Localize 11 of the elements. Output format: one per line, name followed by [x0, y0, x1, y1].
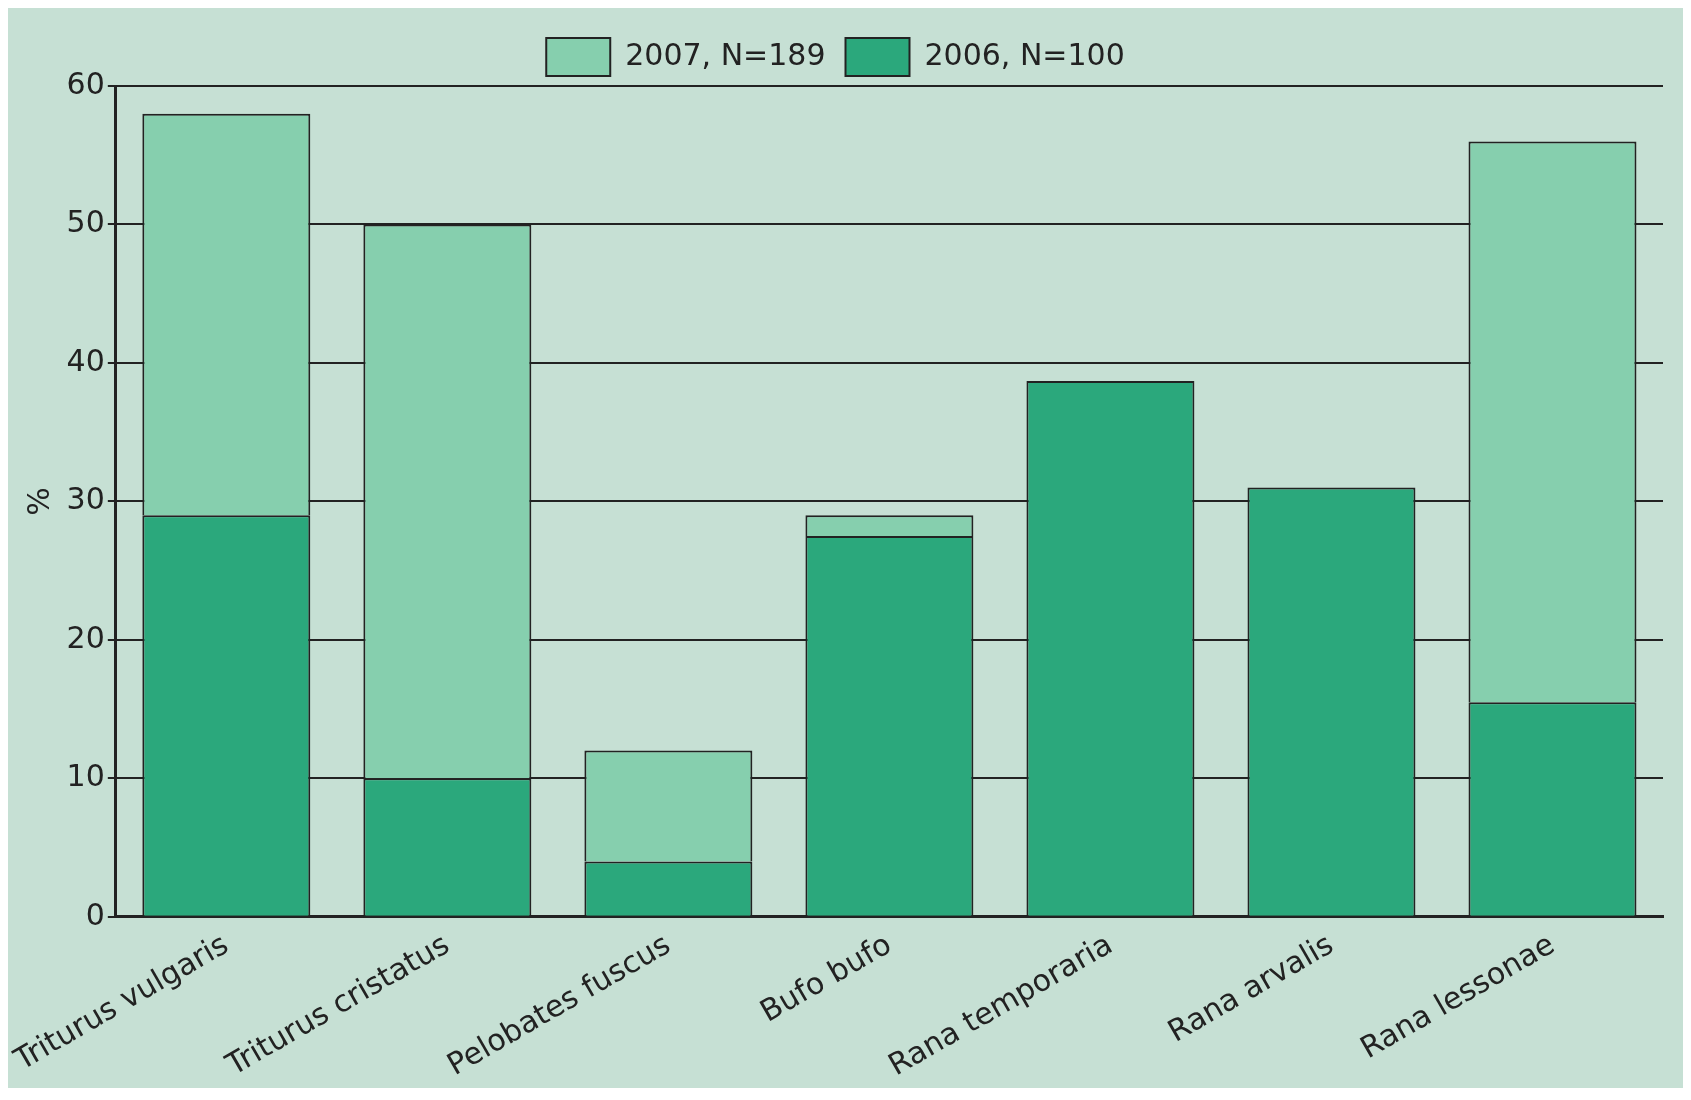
y-tick-label: 30	[66, 481, 105, 517]
y-axis-title: %	[21, 487, 57, 516]
y-tick-label: 10	[66, 758, 105, 794]
y-tick-label: 60	[66, 65, 105, 101]
legend-label: 2006, N=100	[924, 36, 1125, 72]
y-tick-label: 50	[66, 204, 105, 240]
y-tick-label: 0	[85, 896, 105, 932]
y-tick-label: 20	[66, 619, 105, 655]
y-tick-label: 40	[66, 342, 105, 378]
legend-label: 2007, N=189	[625, 36, 826, 72]
x-tick-label: Bufo bufo	[753, 925, 897, 1029]
